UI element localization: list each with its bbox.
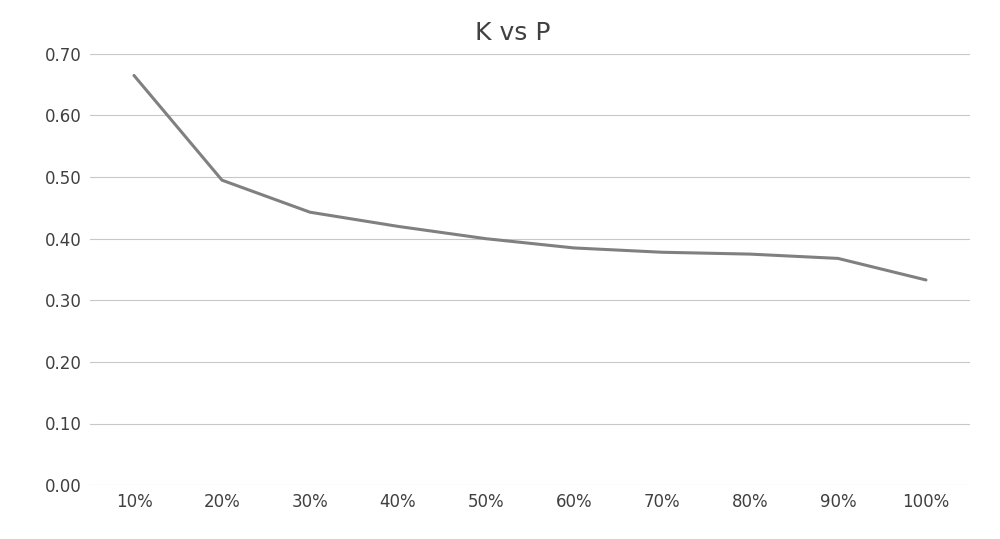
Title: K vs P: K vs P: [475, 21, 550, 45]
